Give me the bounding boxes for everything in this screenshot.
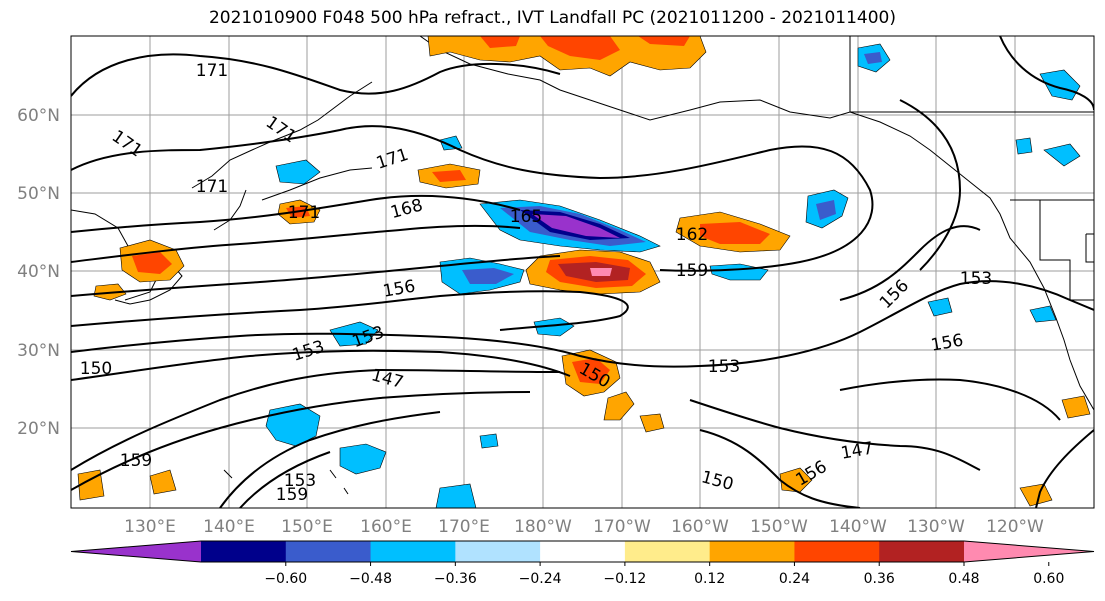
colorbar-tick-label: 0.60	[1033, 571, 1064, 587]
colorbar-segment	[201, 541, 287, 562]
colorbar: −0.60 −0.48 −0.36 −0.24 −0.12 0.12 0.24 0.36 0.4…	[70, 540, 1095, 587]
colorbar-tick-label: −0.24	[519, 571, 562, 587]
lat-label: 20°N	[17, 419, 60, 439]
lat-label: 30°N	[17, 341, 60, 361]
colorbar-tick-label: 0.24	[779, 571, 810, 587]
contour-lines	[71, 36, 1094, 508]
contour-label: 159	[120, 451, 152, 471]
colorbar-segment	[540, 541, 626, 562]
colorbar-segment	[709, 541, 795, 562]
lat-label: 60°N	[17, 106, 60, 126]
contour-label: 159	[676, 261, 708, 281]
lat-label: 40°N	[17, 262, 60, 282]
colorbar-outline	[70, 540, 1095, 563]
lon-label: 150°E	[281, 517, 333, 537]
anomaly-fill	[77, 36, 1091, 508]
lon-label: 170°E	[438, 517, 490, 537]
contour-label: 171	[288, 203, 320, 223]
contour-label: 162	[676, 225, 708, 245]
colorbar-tick-label: −0.48	[349, 571, 392, 587]
contour-label: 153	[284, 471, 316, 491]
contour-label: 171	[196, 61, 228, 81]
colorbar-tick-label: −0.36	[434, 571, 477, 587]
lat-label: 50°N	[17, 184, 60, 204]
colorbar-segment	[879, 541, 965, 562]
lon-label: 150°W	[750, 517, 808, 537]
lon-label: 120°W	[986, 517, 1044, 537]
lon-label: 160°W	[671, 517, 729, 537]
colorbar-tick-label: −0.12	[603, 571, 646, 587]
plot-title: 2021010900 F048 500 hPa refract., IVT La…	[208, 8, 896, 28]
colorbar-tick-label: −0.60	[264, 571, 307, 587]
colorbar-extend-high	[964, 541, 1094, 562]
contour-label: 153	[708, 357, 740, 377]
coastlines	[71, 36, 1094, 495]
lon-label: 130°E	[124, 517, 176, 537]
colorbar-extend-low	[71, 541, 201, 562]
map-border	[70, 35, 1095, 509]
latitude-labels: 60°N 50°N 40°N 30°N 20°N	[17, 106, 60, 439]
lon-label: 140°W	[829, 517, 887, 537]
colorbar-tick-label: 0.12	[694, 571, 725, 587]
colorbar-tick-label: 0.36	[864, 571, 895, 587]
contour-label: 171	[196, 177, 228, 197]
contour-label: 150	[80, 359, 112, 379]
lon-label: 180°W	[514, 517, 572, 537]
colorbar-segment	[370, 541, 456, 562]
lon-label: 160°E	[360, 517, 412, 537]
lon-label: 130°W	[907, 517, 965, 537]
contour-label: 159	[276, 485, 308, 505]
colorbar-tick-label: 0.48	[948, 571, 979, 587]
contour-label: 165	[510, 207, 542, 227]
colorbar-segment	[624, 541, 711, 562]
colorbar-segment	[455, 541, 541, 562]
longitude-labels: 130°E 140°E 150°E 160°E 170°E 180°W 170°…	[124, 517, 1044, 537]
lon-label: 170°W	[593, 517, 651, 537]
colorbar-segment	[794, 541, 880, 562]
contour-label: 153	[960, 269, 992, 289]
lon-label: 140°E	[203, 517, 255, 537]
colorbar-segment	[285, 541, 372, 562]
